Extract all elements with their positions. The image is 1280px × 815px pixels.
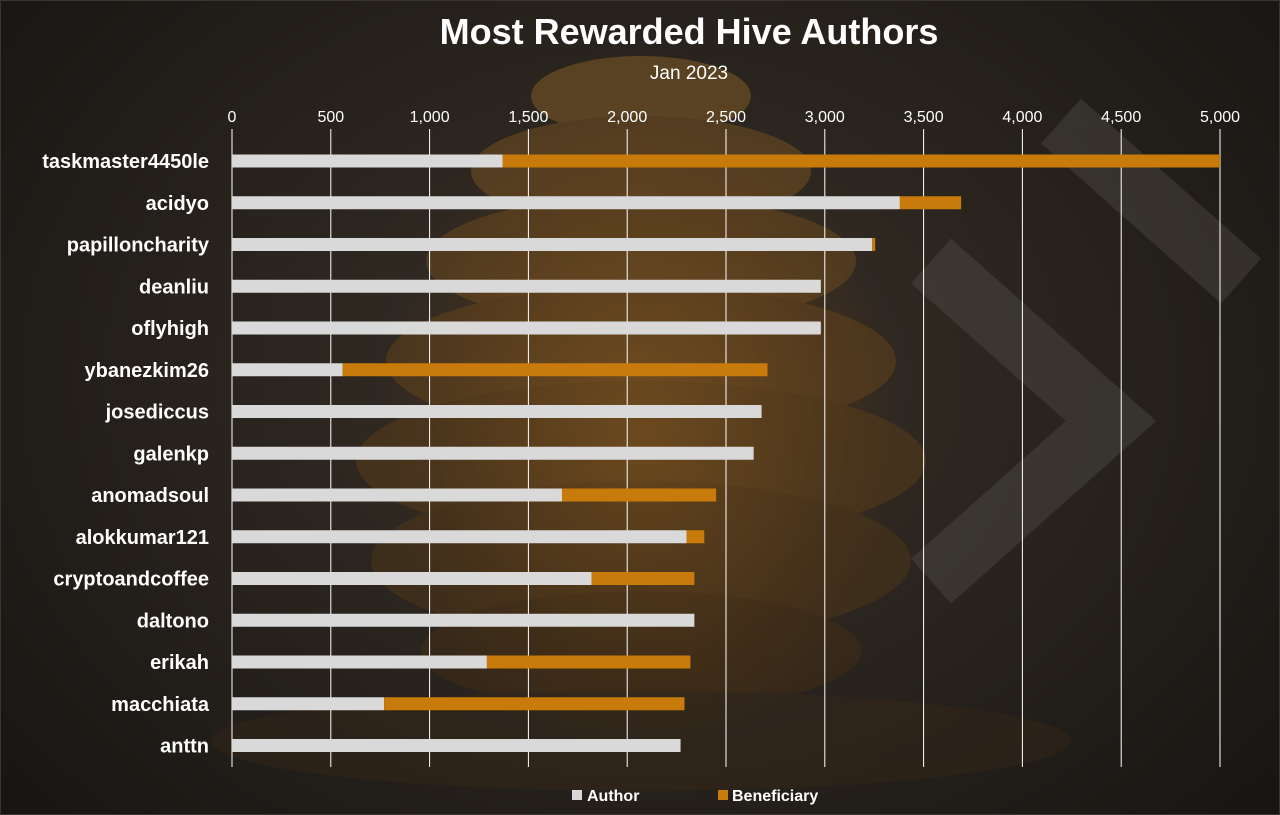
chart-title: Most Rewarded Hive Authors — [440, 11, 939, 52]
chart-subtitle: Jan 2023 — [650, 63, 728, 84]
y-axis-categories: taskmaster4450le acidyo papilloncharity dea… — [42, 151, 210, 758]
category-label: erikah — [150, 652, 209, 674]
x-tick-label: 1,500 — [508, 109, 548, 126]
x-tick-label: 500 — [317, 109, 344, 126]
bar-author — [232, 655, 487, 669]
bar-author — [232, 363, 343, 377]
x-tick-label: 2,500 — [706, 109, 746, 126]
category-label: macchiata — [111, 694, 210, 716]
bar-author — [232, 279, 821, 293]
bar-beneficiary — [591, 572, 695, 585]
category-label: josediccus — [105, 402, 209, 424]
x-tick-label: 2,000 — [607, 109, 647, 126]
category-label: anttn — [160, 736, 209, 758]
legend-label-beneficiary: Beneficiary — [732, 788, 818, 805]
bar-author — [232, 321, 821, 335]
x-axis-ticks: 0 500 1,000 1,500 2,000 2,500 3,000 3,500 4,000 4… — [228, 109, 1241, 126]
bar-beneficiary — [899, 196, 962, 210]
bar-author — [232, 154, 503, 168]
category-label: oflyhigh — [131, 318, 209, 340]
bars — [232, 154, 1220, 752]
category-label: papilloncharity — [67, 235, 210, 257]
x-tick-label: 1,000 — [410, 109, 450, 126]
legend-swatch-author — [572, 790, 582, 800]
bar-beneficiary — [872, 238, 876, 251]
bar-author — [232, 613, 695, 627]
x-tick-label: 3,000 — [805, 109, 845, 126]
category-label: acidyo — [146, 193, 209, 215]
bar-author — [232, 446, 754, 460]
x-tick-label: 0 — [228, 109, 237, 126]
category-label: anomadsoul — [91, 485, 209, 507]
bar-beneficiary — [342, 363, 768, 377]
bar-author — [232, 697, 385, 711]
x-tick-label: 5,000 — [1200, 109, 1240, 126]
bar-beneficiary — [384, 697, 685, 711]
category-label: ybanezkim26 — [84, 360, 209, 382]
bar-beneficiary — [561, 488, 717, 502]
category-label: cryptoandcoffee — [53, 569, 209, 591]
category-label: taskmaster4450le — [42, 151, 209, 173]
x-tick-label: 4,500 — [1101, 109, 1141, 126]
category-label: galenkp — [133, 443, 209, 465]
bar-author — [232, 238, 873, 251]
category-label: daltono — [137, 610, 209, 632]
category-label: alokkumar121 — [76, 527, 209, 549]
x-tick-label: 4,000 — [1002, 109, 1042, 126]
legend: Author Beneficiary — [572, 788, 818, 805]
bar-author — [232, 739, 681, 752]
bar-author — [232, 405, 762, 418]
x-tick-label: 3,500 — [904, 109, 944, 126]
legend-swatch-beneficiary — [718, 790, 728, 800]
bar-beneficiary — [486, 655, 691, 669]
bar-author — [232, 572, 592, 585]
bar-author — [232, 196, 900, 210]
bar-author — [232, 530, 687, 544]
bar-author — [232, 488, 562, 502]
bar-beneficiary — [502, 154, 1220, 168]
category-label: deanliu — [139, 276, 209, 298]
bar-beneficiary — [686, 530, 705, 544]
legend-label-author: Author — [587, 788, 639, 805]
